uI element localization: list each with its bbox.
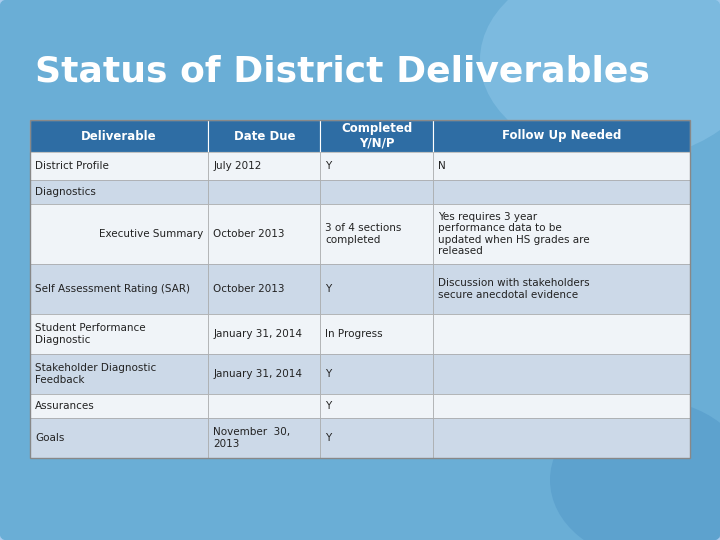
Text: Yes requires 3 year
performance data to be
updated when HS grades are
released: Yes requires 3 year performance data to … (438, 212, 589, 256)
Bar (30, 180, 208, 204)
Bar (208, 152, 320, 180)
Bar (208, 180, 320, 204)
Bar (433, 180, 690, 204)
Text: Discussion with stakeholders
secure anecdotal evidence: Discussion with stakeholders secure anec… (438, 278, 589, 300)
Text: Student Performance
Diagnostic: Student Performance Diagnostic (35, 323, 145, 345)
Ellipse shape (550, 400, 720, 540)
Bar (30, 418, 208, 458)
Bar (208, 418, 320, 458)
Bar (208, 204, 320, 264)
Text: Date Due: Date Due (233, 130, 295, 143)
Bar (320, 120, 433, 152)
Bar (433, 314, 690, 354)
Text: Y: Y (325, 401, 332, 411)
Text: Y: Y (325, 161, 332, 171)
Bar (30, 354, 208, 394)
Text: Y: Y (325, 369, 332, 379)
Text: Assurances: Assurances (35, 401, 95, 411)
Bar (320, 180, 433, 204)
Text: October 2013: October 2013 (213, 229, 284, 239)
Bar (30, 204, 208, 264)
Text: In Progress: In Progress (325, 329, 383, 339)
Bar (433, 354, 690, 394)
Bar (320, 204, 433, 264)
Bar (320, 264, 433, 314)
Bar (433, 264, 690, 314)
Text: January 31, 2014: January 31, 2014 (213, 329, 302, 339)
Bar (320, 418, 433, 458)
Text: July 2012: July 2012 (213, 161, 261, 171)
Text: District Profile: District Profile (35, 161, 109, 171)
Bar (208, 314, 320, 354)
Text: Executive Summary: Executive Summary (99, 229, 203, 239)
Bar (30, 152, 208, 180)
Bar (30, 314, 208, 354)
Bar (30, 394, 208, 418)
Text: Y: Y (325, 284, 332, 294)
Text: November  30,
2013: November 30, 2013 (213, 427, 290, 449)
Bar (30, 264, 208, 314)
Bar (433, 204, 690, 264)
Text: Y: Y (325, 433, 332, 443)
Text: Diagnostics: Diagnostics (35, 187, 96, 197)
Bar (30, 120, 690, 458)
Text: Completed
Y/N/P: Completed Y/N/P (341, 122, 412, 150)
Text: Self Assessment Rating (SAR): Self Assessment Rating (SAR) (35, 284, 190, 294)
Bar (320, 152, 433, 180)
Bar (433, 394, 690, 418)
Text: January 31, 2014: January 31, 2014 (213, 369, 302, 379)
Bar (320, 354, 433, 394)
Text: Status of District Deliverables: Status of District Deliverables (35, 54, 650, 88)
Bar (320, 314, 433, 354)
Ellipse shape (480, 0, 720, 160)
Bar (208, 264, 320, 314)
Bar (433, 120, 690, 152)
Bar (433, 152, 690, 180)
Bar (320, 394, 433, 418)
Text: Deliverable: Deliverable (81, 130, 157, 143)
Bar (433, 418, 690, 458)
Bar (208, 120, 320, 152)
Text: 3 of 4 sections
completed: 3 of 4 sections completed (325, 223, 402, 245)
Text: Goals: Goals (35, 433, 64, 443)
Bar (208, 354, 320, 394)
Text: Follow Up Needed: Follow Up Needed (502, 130, 621, 143)
Text: October 2013: October 2013 (213, 284, 284, 294)
Bar (208, 394, 320, 418)
Text: Stakeholder Diagnostic
Feedback: Stakeholder Diagnostic Feedback (35, 363, 156, 385)
Bar (30, 120, 208, 152)
Text: N: N (438, 161, 446, 171)
